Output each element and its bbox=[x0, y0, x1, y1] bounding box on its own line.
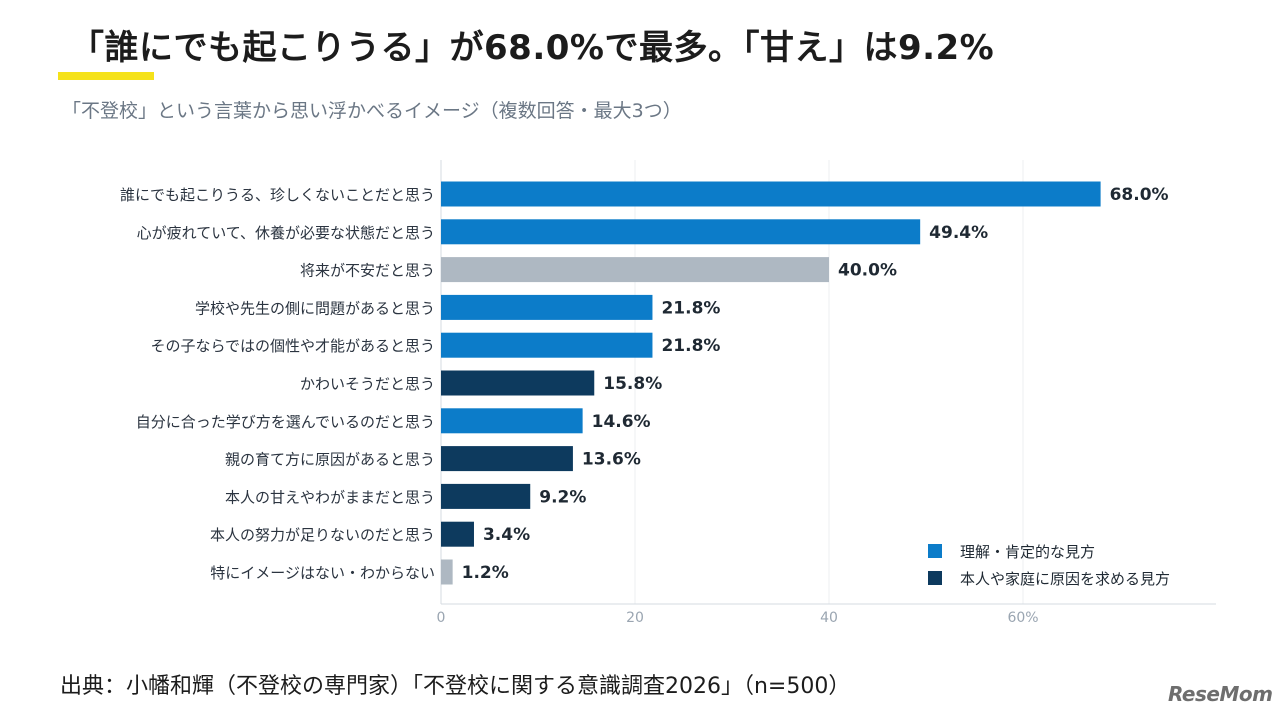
value-label: 14.6% bbox=[592, 412, 651, 432]
resemom-logo: ReseMom bbox=[1168, 682, 1273, 706]
legend-swatch bbox=[928, 571, 942, 585]
bar bbox=[441, 257, 829, 283]
bar bbox=[441, 483, 531, 509]
value-label: 40.0% bbox=[838, 261, 897, 281]
x-tick-label: 0 bbox=[437, 610, 446, 626]
value-label: 13.6% bbox=[582, 450, 641, 470]
category-label: 本人の甘えやわがままだと思う bbox=[225, 488, 435, 506]
bar-chart: 0 20 40 60% 誰にでも起こりうる、珍しくないことだと思う 68.0% 心が疲れてい… bbox=[120, 160, 1216, 626]
bar bbox=[441, 294, 653, 320]
value-label: 49.4% bbox=[929, 223, 988, 243]
bar bbox=[441, 370, 595, 396]
category-label: 本人の努力が足りないのだと思う bbox=[210, 526, 435, 544]
category-label: かわいそうだと思う bbox=[300, 375, 435, 393]
source-note: 出典：小幡和輝（不登校の専門家）「不登校に関する意識調査2026」（n=500） bbox=[60, 674, 851, 699]
value-label: 68.0% bbox=[1110, 185, 1169, 205]
bar bbox=[441, 559, 453, 585]
legend-label: 本人や家庭に原因を求める見方 bbox=[960, 570, 1170, 588]
bar bbox=[441, 181, 1101, 207]
chart-subtitle: 「不登校」という言葉から思い浮かべるイメージ（複数回答・最大3つ） bbox=[62, 100, 682, 122]
category-label: 親の育て方に原因があると思う bbox=[225, 451, 435, 469]
category-label: 自分に合った学び方を選んでいるのだと思う bbox=[136, 413, 435, 431]
category-label: 特にイメージはない・わからない bbox=[210, 564, 435, 582]
legend-label: 理解・肯定的な見方 bbox=[960, 543, 1095, 561]
value-label: 15.8% bbox=[603, 374, 662, 394]
value-label: 21.8% bbox=[661, 298, 720, 318]
x-tick-label: 60% bbox=[1007, 610, 1038, 626]
value-label: 3.4% bbox=[483, 525, 530, 545]
category-label: 将来が不安だと思う bbox=[300, 262, 435, 280]
legend-swatch bbox=[928, 544, 942, 558]
title-accent-bar bbox=[58, 72, 154, 80]
category-label: 心が疲れていて、休養が必要な状態だと思う bbox=[137, 224, 435, 242]
bar bbox=[441, 408, 583, 434]
category-label: 学校や先生の側に問題があると思う bbox=[195, 299, 435, 317]
value-label: 1.2% bbox=[462, 563, 509, 583]
x-tick-label: 40 bbox=[820, 610, 838, 626]
category-label: その子ならではの個性や才能があると思う bbox=[150, 337, 435, 355]
x-tick-label: 20 bbox=[626, 610, 644, 626]
bar bbox=[441, 219, 921, 245]
value-label: 21.8% bbox=[661, 336, 720, 356]
value-label: 9.2% bbox=[539, 487, 586, 507]
bar bbox=[441, 446, 573, 472]
page-title: 「誰にでも起こりうる」が68.0%で最多。「甘え」は9.2% bbox=[70, 28, 995, 68]
bar bbox=[441, 332, 653, 358]
category-label: 誰にでも起こりうる、珍しくないことだと思う bbox=[120, 186, 435, 204]
bar bbox=[441, 521, 474, 547]
